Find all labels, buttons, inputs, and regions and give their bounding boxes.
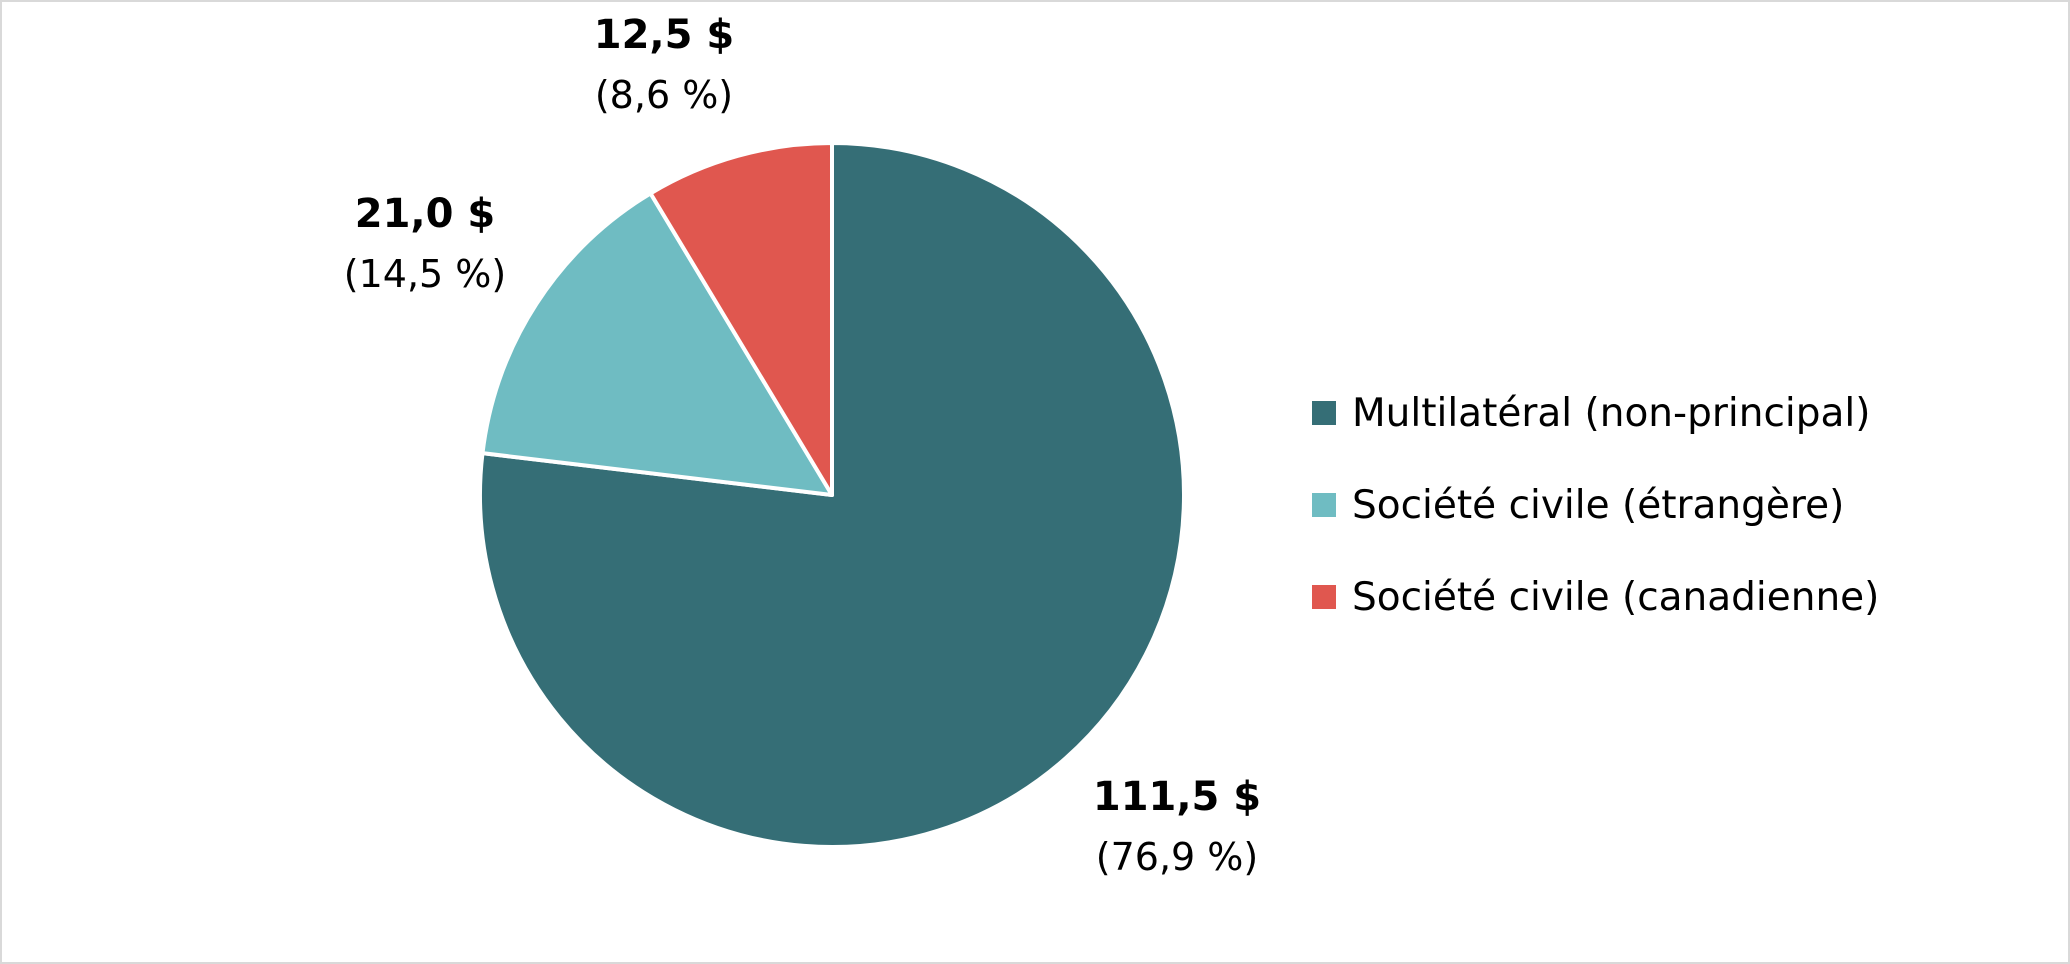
legend-item-multilateral: Multilatéral (non-principal) [1312, 367, 1879, 459]
legend: Multilatéral (non-principal) Société civ… [1312, 367, 1879, 643]
legend-swatch [1312, 401, 1336, 425]
legend-item-societe-civile-canadienne: Société civile (canadienne) [1312, 551, 1879, 643]
slice-value-label-1: 21,0 $ [355, 191, 495, 237]
slice-percent-label-2: (8,6 %) [595, 73, 733, 117]
slice-percent-label-0: (76,9 %) [1096, 835, 1258, 879]
pie-labels: 111,5 $ (76,9 %) 21,0 $ (14,5 %) 12,5 $ (8,6 … [344, 12, 1261, 879]
pie-slices [478, 141, 1186, 849]
pie-slice-0 [478, 141, 1186, 849]
legend-swatch [1312, 585, 1336, 609]
pie-slice-2 [648, 141, 834, 497]
legend-swatch [1312, 493, 1336, 517]
slice-value-label-2: 12,5 $ [594, 12, 734, 58]
legend-label: Société civile (étrangère) [1352, 482, 1845, 528]
legend-item-societe-civile-etrangere: Société civile (étrangère) [1312, 459, 1879, 551]
slice-percent-label-1: (14,5 %) [344, 252, 506, 296]
legend-label: Société civile (canadienne) [1352, 574, 1880, 620]
slice-value-label-0: 111,5 $ [1093, 774, 1261, 820]
pie-slice-1 [480, 191, 834, 497]
legend-label: Multilatéral (non-principal) [1352, 390, 1871, 436]
